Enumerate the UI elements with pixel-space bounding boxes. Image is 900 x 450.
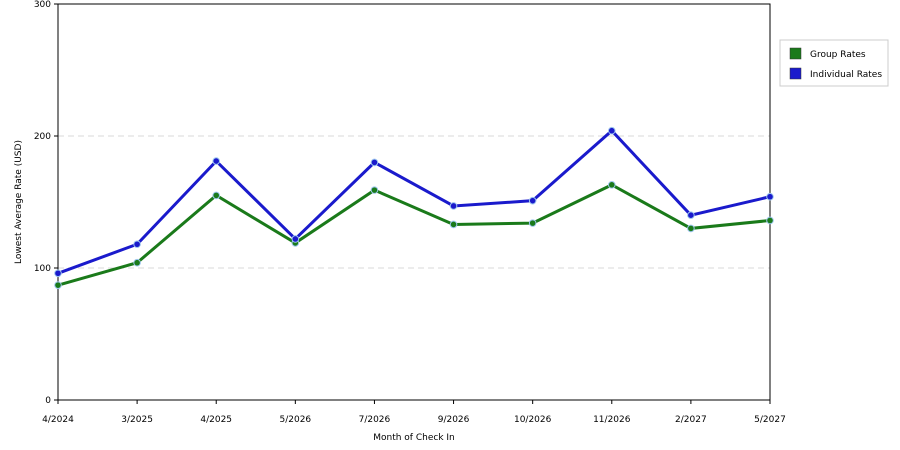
x-tick-label: 5/2026	[279, 415, 311, 425]
x-tick-label: 4/2025	[200, 415, 232, 425]
group-rates-line	[57, 183, 771, 287]
individual-rates-point	[528, 196, 537, 205]
group-rates-point	[766, 216, 774, 225]
x-tick-label: 3/2025	[121, 415, 153, 425]
individual-rates-point	[54, 269, 62, 278]
legend-label-group-rates: Group Rates	[810, 50, 866, 60]
y-tick-label: 0	[45, 396, 51, 406]
x-axis-title: Month of Check In	[373, 433, 455, 443]
individual-rates-point	[766, 192, 774, 201]
y-tick-label: 200	[34, 132, 51, 142]
individual-rates-line	[57, 128, 771, 275]
group-rates-point	[449, 220, 458, 229]
individual-rates-point	[291, 235, 300, 243]
legend-swatch-group-rates	[789, 47, 802, 60]
x-tick-label: 9/2026	[438, 415, 470, 425]
gridlines	[58, 135, 770, 269]
y-tick-label: 100	[34, 264, 51, 274]
group-rates-point	[528, 219, 537, 227]
x-tick-label: 4/2024	[42, 415, 74, 425]
x-tick-label: 2/2027	[675, 415, 707, 425]
x-tick-label: 5/2027	[754, 415, 786, 425]
series-lines	[54, 126, 774, 289]
legend: Group Rates Individual Rates	[779, 39, 889, 87]
group-rates-point	[687, 224, 695, 233]
legend-label-individual-rates: Individual Rates	[810, 70, 882, 80]
individual-rates-point	[212, 157, 221, 165]
x-tick-label: 7/2026	[359, 415, 391, 425]
axes: 0 100 200 300 4/2024 3/2025 4/2025 5/2026 7/2026…	[34, 0, 786, 425]
individual-rates-point	[687, 211, 695, 219]
individual-rates-point	[133, 240, 141, 249]
individual-rates-point	[370, 158, 379, 167]
x-tick-label: 10/2026	[514, 415, 552, 425]
y-axis-title: Lowest Average Rate (USD)	[14, 140, 24, 264]
legend-swatch-individual-rates	[789, 67, 802, 80]
x-tick-label: 11/2026	[593, 415, 631, 425]
plot-area	[57, 3, 771, 401]
group-rates-point	[212, 191, 221, 200]
group-rates-point	[54, 281, 62, 289]
group-rates-point	[607, 181, 616, 189]
individual-rates-point	[607, 126, 616, 135]
group-rates-point	[370, 186, 379, 194]
individual-rates-point	[449, 202, 458, 210]
y-tick-label: 300	[34, 0, 51, 10]
group-rates-point	[133, 258, 141, 267]
